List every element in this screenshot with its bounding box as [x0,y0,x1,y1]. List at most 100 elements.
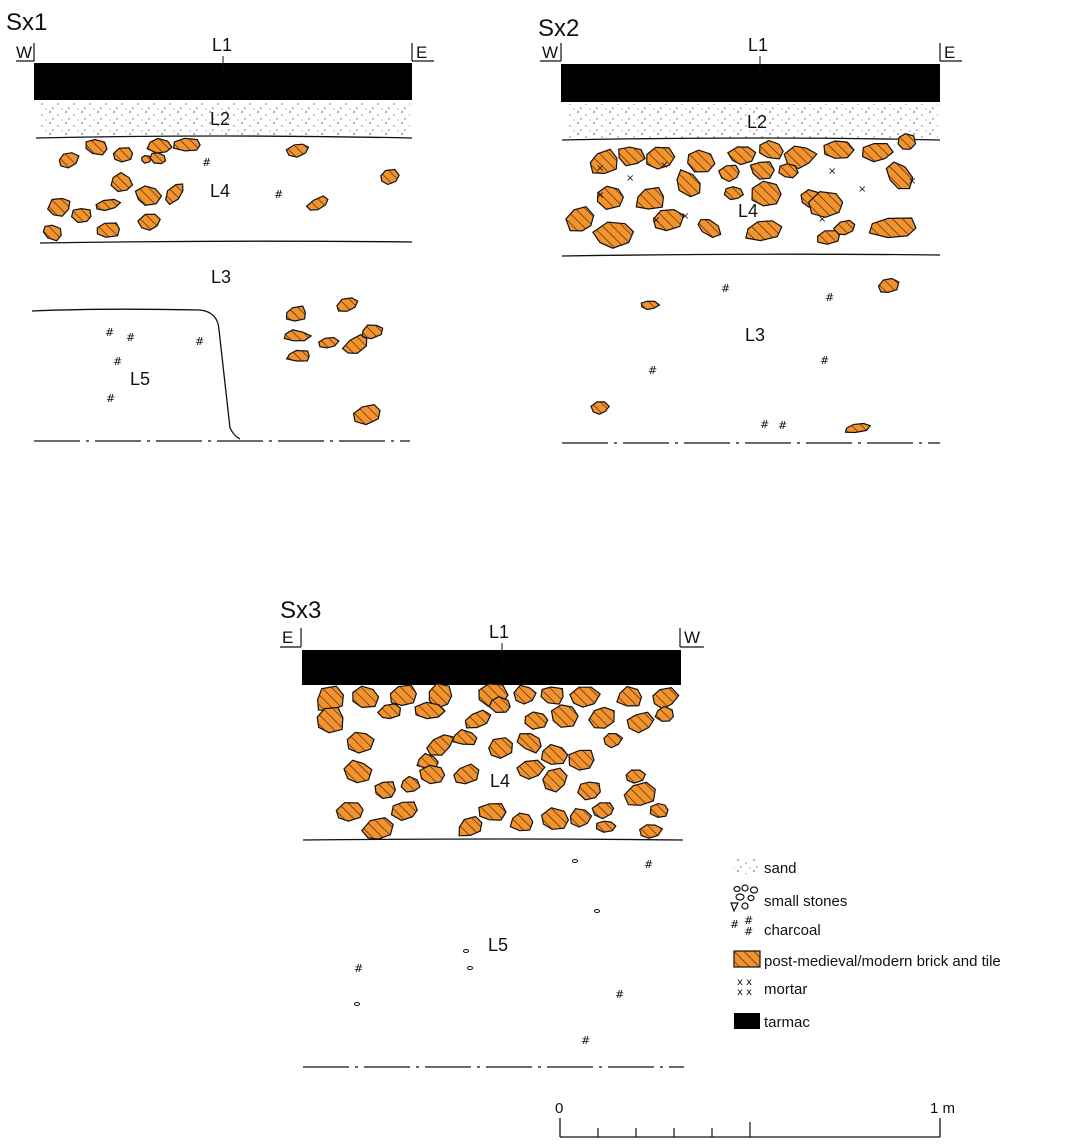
brick-hatch [592,802,614,819]
brick-hatch [817,230,840,245]
small-stones-icon [730,884,759,913]
brick-hatch [347,732,374,753]
brick-hatch [459,816,482,836]
legend-item-mortar: x x x x mortar [737,977,807,998]
charcoal-mark: # [721,282,730,295]
brick-hatch [417,753,439,769]
brick-hatch [419,765,445,784]
brick-hatch [97,223,120,238]
brick-hatch [415,702,445,719]
charcoal-marks: # # # # # # [648,282,834,432]
brick-hatch [452,729,477,745]
brick-hatch [626,770,646,784]
charcoal-mark: # [126,331,135,344]
legend-label: tarmac [764,1014,810,1031]
legend-item-small-stones: small stones [730,884,847,913]
charcoal-mark: # [354,962,363,975]
layer-label-l5: L5 [488,935,508,955]
mortar-mark: × [596,190,604,201]
charcoal-mark: # [105,326,114,339]
direction-left: W [542,43,558,62]
layer-label-l2: L2 [747,112,767,132]
charcoal-mark: # [820,354,829,367]
brick-hatch [165,184,183,205]
brick-hatch [590,149,617,174]
brick-hatch [284,329,312,341]
charcoal-mark: # [615,988,624,1001]
sand-layer [38,102,410,136]
small-stone [463,949,469,953]
brick-hatch [465,710,491,728]
brick-hatch [627,712,654,733]
legend-item-sand: sand [734,858,797,877]
brick-hatch [541,744,568,765]
brick-hatch [86,139,107,155]
legend-item-charcoal: # # # charcoal [730,914,821,939]
brick-hatch [306,196,328,211]
brick-hatch [603,733,623,748]
mortar-marks: × × × × × × × × × × [596,160,916,226]
brick-hatch [344,760,372,783]
brick-fragments [42,137,400,426]
tarmac-icon [734,1013,760,1029]
brick-hatch [286,144,309,158]
brick-hatch [375,781,396,799]
brick-hatch [718,165,740,182]
brick-hatch [525,712,548,730]
layer-label-l4: L4 [490,771,510,791]
brick-hatch [588,707,615,729]
mortar-mark: × [626,173,634,184]
brick-hatch [592,222,634,249]
brick-hatch [596,821,616,833]
mortar-mark: × [828,166,836,177]
charcoal-marks: # # # # # # # [105,156,283,405]
scale-end-label: 1 m [930,1100,955,1117]
charcoal-mark: # [760,418,769,431]
brick-hatch [488,737,513,759]
brick-hatch [141,155,152,164]
small-stone [572,859,578,863]
mortar-mark: × [908,176,916,187]
brick-hatch [878,278,899,293]
brick-hatch [317,707,343,733]
brick-hatch [377,703,401,719]
legend-label: charcoal [764,922,821,939]
brick-hatch [636,187,664,209]
mortar-icon: x x [737,977,752,988]
layer-label-l1: L1 [212,35,232,55]
brick-hatch [833,220,855,235]
mortar-mark: × [660,160,668,171]
brick-hatch [516,760,545,780]
section-title: Sx2 [538,15,579,42]
brick-hatch [517,733,542,753]
mortar-mark: × [858,184,866,195]
legend-label: sand [764,860,797,877]
charcoal-mark: # [202,156,211,169]
direction-right: W [684,628,700,647]
section-sx2: Sx2 W E L1 L2 L4 L3 # # # # # # × × × × × × × × × × [538,15,962,444]
brick-hatch [353,404,380,425]
brick-hatch [362,325,383,339]
brick-hatch [591,401,610,415]
brick-hatch [570,808,592,827]
brick-hatch [577,782,601,800]
mortar-mark: × [681,211,689,222]
charcoal-mark: # [195,335,204,348]
layer-label-l4: L4 [738,201,758,221]
brick-hatch [391,802,418,821]
charcoal-mark: # [113,355,122,368]
brick-hatch [135,185,162,206]
direction-left: W [16,43,32,62]
legend: sand small stones # # # charcoal post-me… [730,858,1001,1031]
brick-hatch [426,734,454,756]
section-title: Sx1 [6,9,47,36]
brick-hatch [639,824,663,839]
brick-hatch [551,704,579,728]
brick-hatch [542,768,567,792]
brick-hatch [43,225,62,241]
brick-hatch [784,146,817,169]
brick-hatch [652,687,679,709]
brick-hatch [453,764,479,784]
brick-hatch [59,152,79,168]
